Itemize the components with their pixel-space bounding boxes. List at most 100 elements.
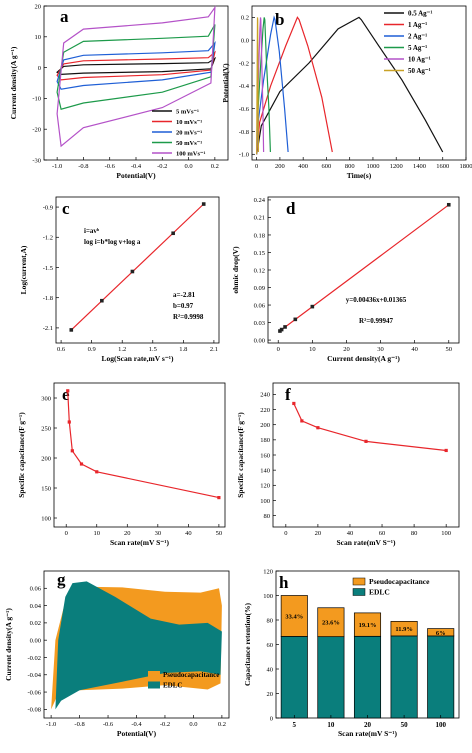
panel-letter: c (62, 199, 70, 218)
y-tick-label: 0.0 (241, 38, 249, 45)
y-tick-label: -0.9 (43, 204, 53, 211)
y-tick-label: -2.1 (43, 325, 53, 332)
data-point (310, 304, 315, 309)
x-tick-label: 200 (275, 163, 285, 170)
bar-segment (317, 607, 345, 638)
y-tick-label: 0.21 (254, 215, 265, 222)
x-tick-label: -1.0 (52, 163, 62, 170)
bar-segment (353, 612, 382, 637)
x-tick-label: 0.9 (88, 346, 96, 353)
x-tick-label: 0 (255, 163, 258, 170)
y-tick-label: -0.6 (239, 106, 250, 113)
y-tick-label: -1.8 (43, 295, 53, 302)
x-tick-label: 0 (284, 530, 287, 537)
legend-label: EDLC (369, 588, 390, 597)
x-tick-label: 80 (411, 530, 418, 537)
plot-frame (53, 382, 226, 528)
x-tick-label: 100 (435, 721, 446, 729)
y-tick-label: -0.06 (27, 689, 41, 696)
y-tick-label: 0.00 (30, 637, 41, 644)
y-tick-label: 140 (260, 467, 270, 474)
y-tick-label: 100 (41, 515, 51, 522)
bar-percentage-label: 6% (436, 630, 446, 637)
data-point (364, 439, 368, 443)
panel-letter: f (285, 385, 291, 404)
x-tick-label: 10 (94, 530, 101, 537)
panel-g: -1.0 -0.8 -0.6 -0.4 -0.2 0.0 0.2 -0.08 -0.06 -0.0… (4, 570, 230, 738)
legend-label: 100 mVs⁻¹ (176, 151, 205, 158)
y-tick-label: 0 (270, 715, 273, 722)
gcd-curve (256, 16, 444, 155)
panel-letter: b (275, 10, 284, 29)
legend-swatch (352, 588, 366, 596)
x-tick-label: -0.4 (131, 721, 142, 728)
panel-c: 0.6 0.9 1.2 1.5 1.8 2.1 -2.1 -1.8 -1.5 -1.2 -0.9 Lo… (19, 196, 220, 363)
y-tick-label: -0.2 (239, 60, 249, 67)
legend-label: 0.5 Ag⁻¹ (408, 10, 432, 18)
data-point (130, 269, 135, 274)
panel-letter: g (57, 570, 66, 589)
bar-segment (390, 620, 418, 637)
data-point (171, 231, 175, 236)
y-tick-label: 0.00 (254, 337, 265, 344)
y-tick-label: 20 (35, 3, 42, 10)
x-tick-label: 0.0 (189, 721, 197, 728)
panel-e: 0 10 20 30 40 50 100 150 200 250 300 Scan rate(mV S… (17, 382, 226, 547)
data-point (300, 419, 304, 423)
panel-h: 0 20 40 60 80 100 120 Scan rate(mV S⁻¹) Capacita… (243, 568, 460, 738)
fit-equation: y=0.00436x+0.01365 (346, 296, 407, 304)
data-point (292, 401, 296, 406)
panel-letter: e (62, 385, 70, 404)
x-tick-label: 1000 (366, 163, 379, 170)
y-tick-label: 100 (260, 498, 270, 505)
y-tick-label: 0.18 (254, 232, 265, 239)
x-axis-label: Scan rate(mV S⁻¹) (338, 729, 397, 738)
legend-label: 1 Ag⁻¹ (408, 21, 427, 29)
data-point (444, 448, 448, 453)
fit-b-label: b=0.97 (173, 302, 194, 310)
legend-label: 10 mVs⁻¹ (176, 119, 202, 126)
y-tick-label: -1.2 (43, 235, 53, 242)
x-tick-label: 1800 (460, 163, 472, 170)
bar-percentage-label: 19.1% (359, 622, 377, 629)
x-tick-label: -0.6 (105, 163, 116, 170)
y-tick-label: -0.4 (239, 83, 250, 90)
panel-b: 0 200 400 600 800 1000 1200 1400 1600 1800 -1.0 -0.… (221, 5, 472, 180)
x-tick-label: 40 (411, 346, 418, 353)
x-tick-label: 20 (343, 346, 350, 353)
y-tick-label: 120 (260, 483, 270, 490)
x-axis-label: Current density(A g⁻¹) (327, 354, 400, 363)
x-tick-label: 0.6 (57, 346, 66, 353)
x-tick-label: -0.8 (74, 721, 84, 728)
panel-letter: h (279, 573, 289, 592)
x-tick-label: 30 (377, 346, 384, 353)
data-point (316, 426, 320, 430)
y-tick-label: 0.06 (254, 302, 266, 309)
data-point (79, 462, 84, 466)
bar-percentage-label: 33.4% (285, 613, 303, 620)
fit-line (278, 204, 450, 332)
bar-segment (317, 636, 345, 719)
x-axis-label: Scan rate(mV S⁻¹) (337, 538, 396, 547)
y-axis-label: Capacitance retention(%) (243, 603, 252, 686)
y-tick-label: 40 (267, 666, 274, 673)
plot-frame (251, 5, 467, 161)
legend-label: 2 Ag⁻¹ (408, 33, 427, 41)
bar-segment (427, 635, 455, 719)
y-tick-label: 0.09 (254, 285, 265, 292)
x-tick-label: 0.2 (211, 163, 219, 170)
x-tick-label: 30 (155, 530, 162, 537)
x-tick-label: 2.1 (210, 346, 218, 353)
cv-curve (56, 5, 216, 148)
legend-swatch (148, 671, 160, 678)
y-tick-label: -0.8 (239, 129, 249, 136)
y-tick-label: 150 (41, 485, 51, 492)
x-tick-label: 0.0 (185, 163, 193, 170)
bar-segment (427, 628, 455, 637)
contribution-area (55, 581, 222, 710)
fit-line (70, 203, 205, 331)
y-axis-label: Potential(V) (221, 63, 230, 103)
legend-label: 20 mVs⁻¹ (176, 130, 202, 137)
legend-label: 50 Ag⁻¹ (408, 67, 431, 75)
x-tick-label: 0 (65, 530, 68, 537)
